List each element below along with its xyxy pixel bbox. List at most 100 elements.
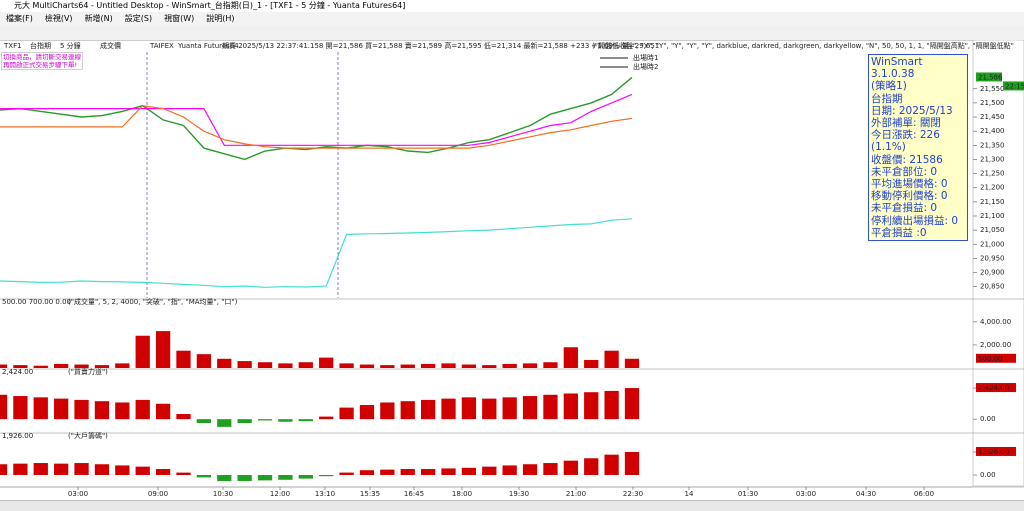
price-line — [0, 105, 633, 149]
bar — [33, 365, 48, 368]
bar — [624, 358, 640, 368]
bar — [176, 350, 191, 368]
info-line: 今日漲跌: 226 (1.1%) — [871, 129, 940, 154]
bar — [420, 363, 436, 368]
bar — [33, 463, 48, 476]
bar — [522, 396, 538, 420]
bar — [359, 470, 375, 476]
bar — [400, 401, 415, 420]
bar — [196, 354, 212, 368]
bar — [74, 364, 89, 368]
bar — [441, 398, 456, 420]
time-label: 03:00 — [68, 490, 88, 498]
y-tick-label: 0.00 — [980, 415, 996, 423]
info-line: 日期: 2025/5/13 — [871, 104, 953, 117]
menu-item[interactable]: 檢視(V) — [44, 14, 73, 23]
last-price-label: 21,586 — [978, 73, 1003, 81]
info-line: (策略1) — [871, 80, 907, 93]
bar — [502, 363, 517, 368]
info-line: 未平倉部位: 0 — [871, 165, 938, 178]
bar — [0, 464, 8, 476]
bar — [604, 390, 619, 420]
info-line: 外部補單: 關閉 — [871, 117, 941, 130]
time-label: 16:45 — [404, 490, 424, 498]
bar — [298, 419, 313, 422]
y-tick-label: 21,000 — [980, 240, 1005, 248]
panel-label: ("成交量", 5, 2, 4000, "突破", "指", "MA均量", "… — [68, 297, 238, 306]
bar — [624, 451, 640, 476]
bar — [217, 358, 232, 368]
time-tag — [1003, 81, 1024, 91]
y-tick-label: 21,050 — [980, 226, 1005, 234]
bar — [13, 365, 28, 368]
panel-value: 500.00 700.00 0.00 — [2, 298, 71, 306]
toolbar — [0, 26, 1024, 41]
y-tick-label: 0.00 — [980, 471, 996, 479]
bar — [94, 401, 110, 420]
interval: 5 分鐘 — [60, 41, 81, 50]
bar — [359, 405, 375, 420]
bar — [237, 475, 252, 481]
bar — [461, 364, 477, 368]
y-tick-label: 20,900 — [980, 269, 1005, 277]
bar — [54, 363, 69, 368]
bar — [217, 419, 232, 427]
menu-item[interactable]: 說明(H) — [206, 14, 235, 23]
time-label: 19:30 — [509, 490, 529, 498]
menu-item[interactable]: 新增(N) — [84, 14, 113, 23]
feed: Yuanta Futures64 — [177, 42, 239, 50]
menu-item[interactable]: 視窗(W) — [164, 14, 195, 23]
bar — [115, 465, 130, 476]
bar — [543, 362, 558, 368]
bar — [359, 364, 375, 368]
symbol-name: 台指期 — [30, 41, 51, 50]
y-tick-label: 4,000.00 — [980, 318, 1011, 326]
field: 成交價 — [100, 41, 121, 50]
bar — [196, 475, 212, 478]
bar — [135, 335, 150, 368]
y-tick-label: 21,250 — [980, 170, 1005, 178]
bar — [0, 394, 8, 420]
price-axis-panel — [972, 40, 1024, 487]
bar — [33, 397, 48, 420]
price-line — [0, 76, 633, 161]
y-tick-label: 21,550 — [980, 85, 1005, 93]
info-line: 平倉損益 :0 — [871, 226, 927, 239]
time-label: 06:00 — [914, 490, 934, 498]
last-value-label: 500.00 — [978, 355, 1003, 363]
bar — [624, 388, 640, 420]
bar — [94, 365, 110, 368]
last-price-tag — [976, 72, 1002, 82]
alert-line: 切換商品，請切斷交易連線 — [3, 53, 81, 61]
last-value-tag — [976, 353, 1016, 363]
bar — [563, 393, 578, 420]
annotation: 出場時1 — [633, 53, 658, 62]
bar — [584, 458, 599, 476]
menu-item[interactable]: 設定(S) — [124, 14, 153, 23]
menu-item[interactable]: 檔案(F) — [6, 14, 33, 23]
alert-box: 切換商品，請切斷交易連線 再開啟正式交易步驟下單! — [1, 52, 83, 70]
y-tick-label: 21,200 — [980, 184, 1005, 192]
bar — [543, 394, 558, 420]
bar — [257, 419, 273, 421]
bar — [54, 398, 69, 420]
price-line — [0, 93, 633, 146]
bar — [420, 399, 436, 420]
info-line: WinSmart 3.1.0.38 — [871, 56, 923, 81]
bar — [257, 362, 273, 368]
time-label: 15:35 — [360, 490, 380, 498]
bar — [482, 398, 497, 420]
strategy: ("開盤低收盤", "Y", "Y", "Y", "Y", "Y", darkb… — [592, 41, 1014, 50]
quote: 期貨 2025/5/13 22:37:41.158 開=21,586 買=21,… — [222, 41, 659, 50]
bar — [237, 419, 252, 424]
time-label: 21:00 — [566, 490, 586, 498]
time-label: 03:00 — [796, 490, 816, 498]
bar — [74, 463, 89, 476]
y-tick-label: 21,100 — [980, 212, 1005, 220]
bar — [380, 469, 395, 476]
bar — [400, 364, 415, 368]
y-tick-label: 2,000.00 — [980, 341, 1011, 349]
bar — [380, 365, 395, 368]
time-label: 01:30 — [738, 490, 758, 498]
bar — [94, 464, 110, 476]
